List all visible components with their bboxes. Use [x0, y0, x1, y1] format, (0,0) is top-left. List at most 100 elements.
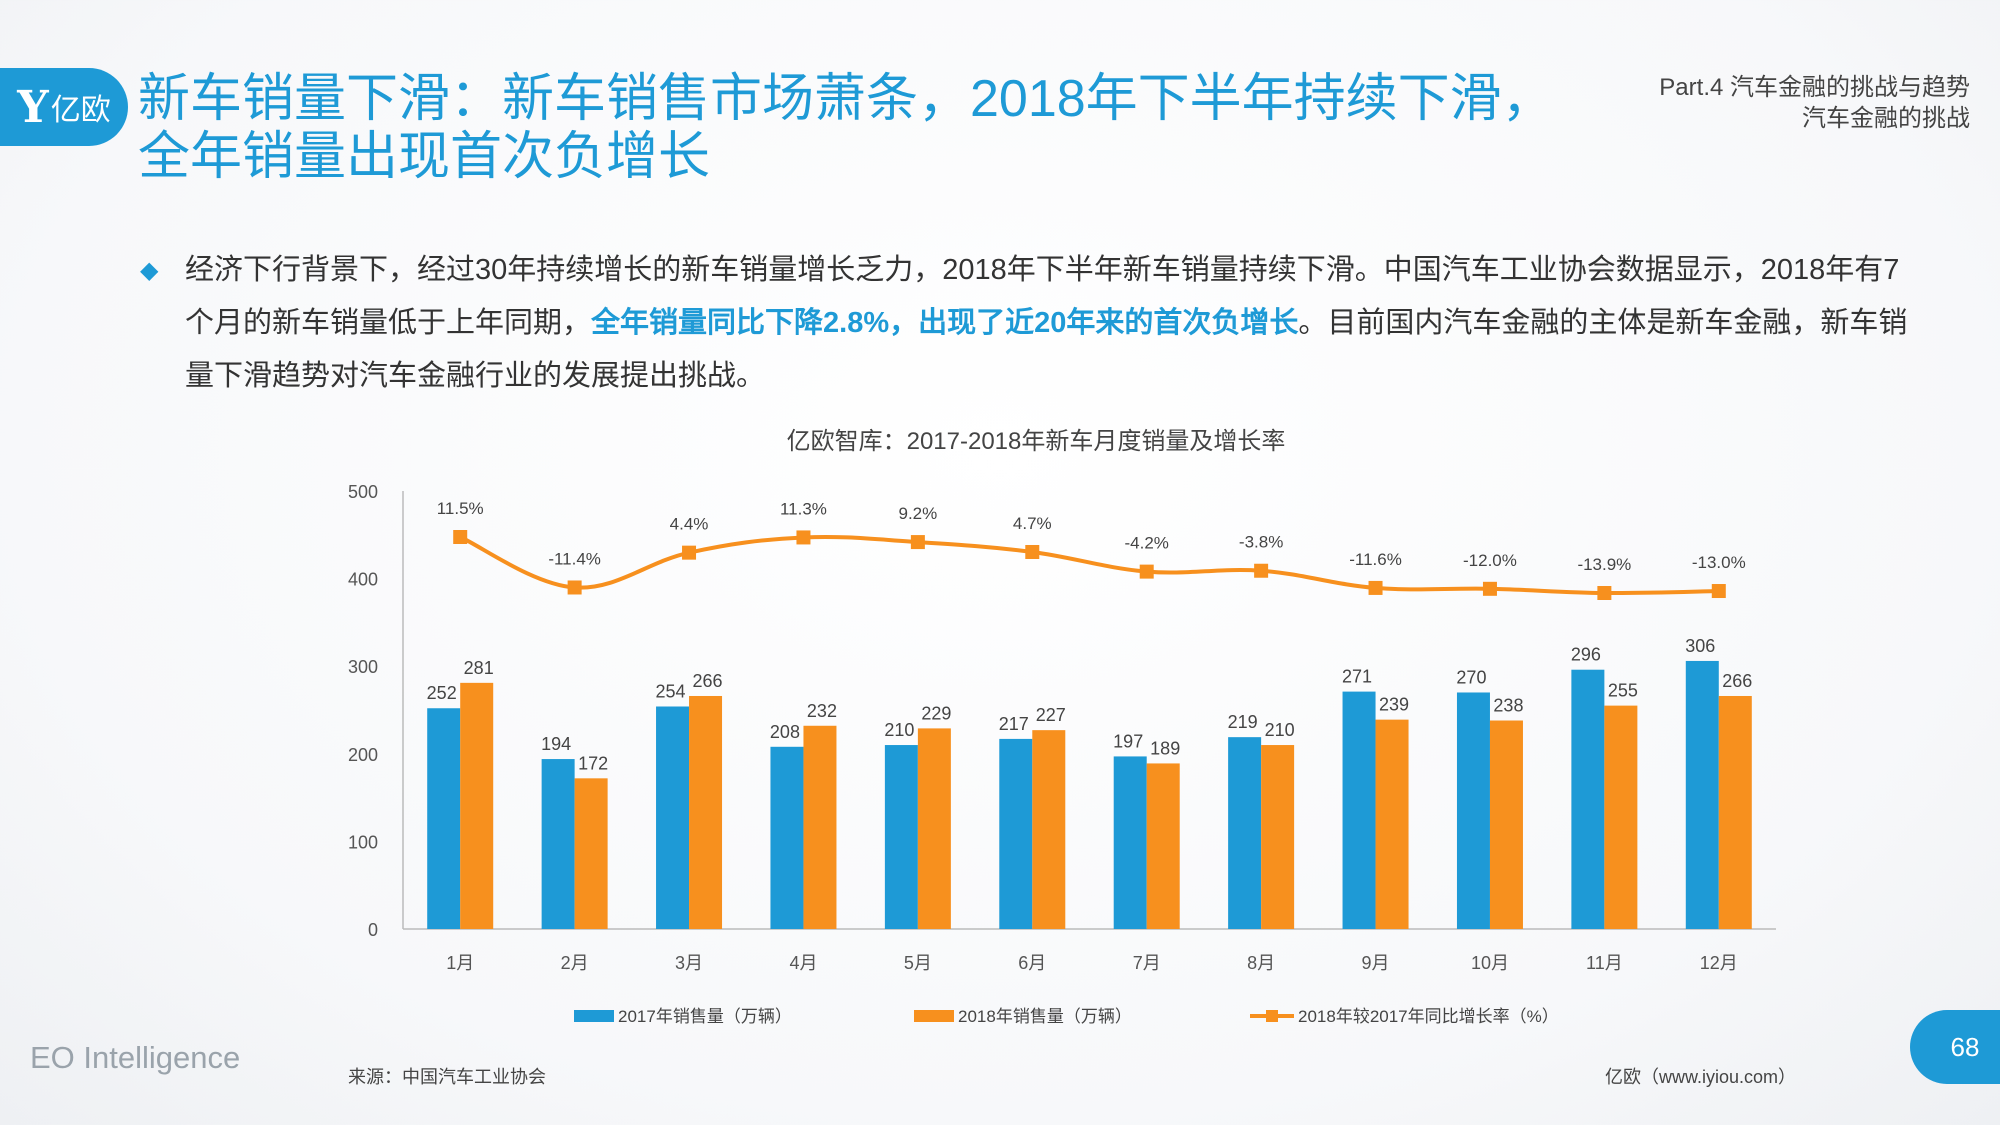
bar-2017-label: 271 — [1342, 667, 1372, 687]
bar-2017-label: 219 — [1228, 712, 1258, 732]
growth-rate-label: -13.0% — [1692, 553, 1746, 572]
x-tick-label: 12月 — [1700, 953, 1738, 973]
chart-title: 亿欧智库：2017-2018年新车月度销量及增长率 — [787, 428, 1286, 455]
diamond-bullet-icon: ◆ — [140, 257, 159, 284]
y-tick-label: 400 — [348, 570, 378, 590]
x-tick-label: 1月 — [446, 953, 474, 973]
bar-2018-label: 238 — [1493, 696, 1523, 716]
growth-rate-marker — [1368, 580, 1383, 595]
bar-2017 — [427, 708, 461, 929]
bar-2017 — [541, 759, 575, 929]
bar-2018-label: 266 — [1722, 671, 1752, 691]
growth-rate-marker — [453, 530, 468, 544]
x-tick-label: 5月 — [904, 953, 932, 973]
bar-2018-label: 281 — [464, 658, 494, 678]
bullet-text-part2: 。目前国内汽车金融的主体是新车金融，新车销量下滑趋势对汽车金融行业的发展提出挑战… — [185, 307, 1908, 392]
section-label: Part.4 汽车金融的挑战与趋势 汽车金融的挑战 — [1659, 72, 1970, 134]
bullet-paragraph: ◆ 经济下行背景下，经过30年持续增长的新车销量增长乏力，2018年下半年新车销… — [140, 244, 1910, 403]
bar-2017 — [770, 746, 804, 929]
growth-rate-marker — [1711, 584, 1726, 599]
growth-rate-marker — [682, 545, 697, 560]
bar-2017-label: 217 — [999, 714, 1029, 734]
y-tick-label: 0 — [368, 920, 378, 940]
bar-2018 — [1489, 720, 1523, 929]
growth-rate-marker — [1597, 586, 1612, 600]
bullet-highlight: 全年销量同比下降2.8%，出现了近20年来的首次负增长 — [591, 307, 1299, 339]
bar-2017 — [1456, 692, 1490, 929]
bar-2018 — [1375, 719, 1409, 929]
title-line-2: 全年销量出现首次负增长 — [138, 128, 711, 186]
growth-rate-label: -11.6% — [1349, 550, 1402, 569]
growth-rate-marker — [796, 530, 811, 545]
x-tick-label: 11月 — [1586, 953, 1623, 973]
bar-2018-label: 210 — [1265, 720, 1295, 740]
bar-2017-label: 208 — [770, 722, 800, 742]
growth-rate-label: -13.9% — [1577, 555, 1631, 574]
page-number: 68 — [1910, 1010, 2000, 1084]
bar-2017-label: 270 — [1456, 667, 1486, 687]
legend-swatch-2017 — [574, 1010, 614, 1022]
x-tick-label: 10月 — [1471, 953, 1509, 973]
bar-2018 — [803, 725, 837, 929]
bar-2018-label: 255 — [1608, 681, 1638, 701]
bar-2018-label: 229 — [921, 703, 951, 723]
bar-2017 — [1342, 691, 1376, 929]
bar-2018 — [1032, 730, 1066, 929]
x-tick-label: 6月 — [1018, 953, 1046, 973]
bar-2017-label: 194 — [541, 734, 571, 754]
yiou-logo: Y 亿欧 — [0, 68, 128, 146]
growth-rate-label: -4.2% — [1124, 534, 1168, 553]
legend-swatch-2018 — [914, 1010, 954, 1022]
x-tick-label: 2月 — [561, 953, 589, 973]
y-tick-label: 100 — [348, 832, 378, 852]
source-note: 来源：中国汽车工业协会 — [348, 1067, 546, 1087]
bar-2018 — [1146, 763, 1180, 929]
bar-2017-label: 210 — [884, 720, 914, 740]
bar-2018-label: 189 — [1150, 738, 1180, 758]
page-title: 新车销量下滑：新车销售市场萧条，2018年下半年持续下滑， 全年销量出现首次负增… — [138, 70, 1558, 186]
bar-2017 — [656, 706, 690, 929]
bar-2018 — [1604, 705, 1638, 929]
part-line-2: 汽车金融的挑战 — [1802, 105, 1970, 132]
growth-rate-marker — [1025, 544, 1040, 559]
bullet-text-part1: 经济下行背景下，经过30年持续增长的新车销量增长乏力，2018年下半年新车销量持… — [185, 254, 1900, 339]
growth-rate-label: 4.7% — [1013, 514, 1052, 533]
growth-rate-label: 9.2% — [899, 504, 938, 523]
bar-2018-label: 232 — [807, 701, 837, 721]
y-tick-label: 200 — [348, 745, 378, 765]
bar-2017 — [999, 738, 1033, 929]
bar-2017-label: 252 — [427, 683, 457, 703]
bar-2018 — [689, 695, 723, 929]
bar-2018 — [917, 728, 951, 929]
bar-2017 — [1571, 669, 1605, 929]
bullet-text: 经济下行背景下，经过30年持续增长的新车销量增长乏力，2018年下半年新车销量持… — [185, 244, 1910, 403]
logo-y-icon: Y — [17, 81, 49, 133]
bar-2017-label: 296 — [1571, 645, 1601, 665]
x-tick-label: 4月 — [789, 953, 817, 973]
growth-rate-label: -3.8% — [1239, 533, 1283, 552]
growth-rate-marker — [1482, 581, 1497, 596]
bar-2018-label: 266 — [693, 671, 723, 691]
bar-2018-label: 239 — [1379, 695, 1409, 715]
y-tick-label: 500 — [348, 482, 378, 502]
bar-2017-label: 254 — [656, 681, 686, 701]
bar-2018 — [1261, 745, 1295, 929]
x-tick-label: 9月 — [1362, 953, 1390, 973]
x-tick-label: 7月 — [1133, 953, 1161, 973]
legend-swatch-rate-marker — [1266, 1010, 1278, 1022]
part-line-1: Part.4 汽车金融的挑战与趋势 — [1659, 74, 1970, 101]
bar-2018-label: 172 — [578, 753, 608, 773]
growth-rate-marker — [1139, 564, 1154, 579]
growth-rate-marker — [1254, 563, 1269, 578]
bar-2017 — [884, 745, 918, 929]
y-tick-label: 300 — [348, 657, 378, 677]
bar-2017 — [1228, 737, 1262, 929]
legend-label-2018: 2018年销售量（万辆） — [958, 1007, 1132, 1026]
growth-rate-marker — [910, 535, 925, 550]
growth-rate-label: 4.4% — [670, 515, 709, 534]
x-tick-label: 8月 — [1247, 953, 1275, 973]
growth-rate-label: -11.4% — [548, 549, 601, 568]
bar-2017-label: 197 — [1113, 731, 1143, 751]
growth-rate-line — [459, 534, 1719, 596]
